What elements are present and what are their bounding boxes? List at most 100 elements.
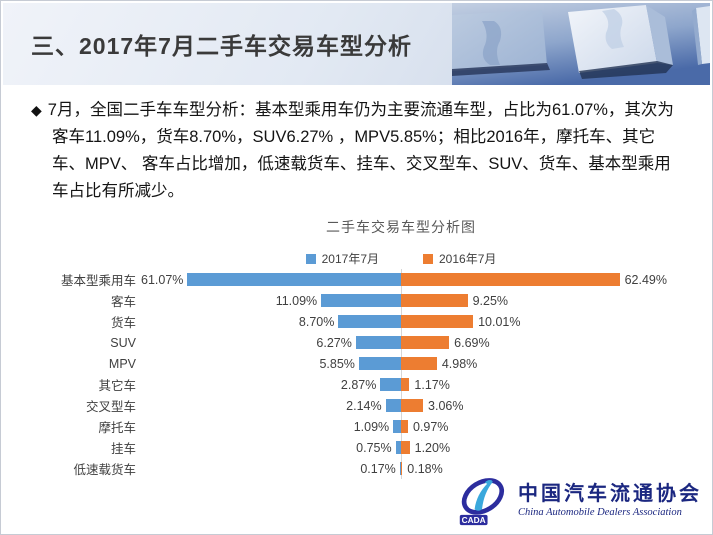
bar-2016 bbox=[401, 399, 424, 412]
bar-2016 bbox=[401, 294, 468, 307]
value-label-2017: 2.87% bbox=[340, 377, 377, 392]
category-label: 摩托车 bbox=[98, 421, 136, 435]
category-label: 挂车 bbox=[110, 442, 136, 456]
chart-row: 客车 11.09% 9.25% bbox=[31, 290, 701, 311]
chart-legend: 2017年7月 2016年7月 bbox=[101, 250, 701, 267]
bar-2017 bbox=[395, 441, 401, 454]
value-label-2017: 0.75% bbox=[356, 440, 392, 455]
diamond-bullet-icon: ◆ bbox=[31, 102, 42, 118]
legend-swatch-2016 bbox=[423, 253, 433, 264]
bar-2016 bbox=[401, 315, 474, 328]
value-label-2016: 1.20% bbox=[414, 440, 451, 455]
slide-header: 三、2017年7月二手车交易车型分析 bbox=[3, 3, 710, 85]
bar-zone-2016: 0.18% bbox=[401, 462, 667, 476]
chart-row: 低速载货车 0.17% 0.18% bbox=[31, 458, 701, 479]
bar-zone-2016: 3.06% bbox=[401, 399, 667, 413]
bar-zone-2017: 8.70% bbox=[141, 315, 401, 329]
chart-row: 摩托车 1.09% 0.97% bbox=[31, 416, 701, 437]
value-label-2016: 6.69% bbox=[454, 335, 490, 350]
value-label-2016: 4.98% bbox=[441, 356, 478, 371]
intro-text: 7月，全国二手车车型分析：基本型乘用车仍为主要流通车型，占比为61.07%，其次… bbox=[47, 101, 674, 200]
bar-2017 bbox=[355, 336, 401, 349]
value-label-2016: 9.25% bbox=[472, 293, 509, 308]
bar-2017 bbox=[358, 357, 401, 370]
value-label-2017: 1.09% bbox=[353, 419, 390, 434]
bar-2016 bbox=[401, 420, 408, 433]
bar-2016 bbox=[401, 378, 410, 391]
legend-label-2016: 2016年7月 bbox=[439, 252, 497, 266]
cubes-graphic bbox=[452, 3, 710, 85]
category-label: 基本型乘用车 bbox=[60, 274, 136, 288]
bar-zone-2017: 2.14% bbox=[141, 399, 401, 413]
bar-zone-2016: 10.01% bbox=[401, 315, 667, 329]
page-title: 三、2017年7月二手车交易车型分析 bbox=[31, 33, 412, 59]
legend-item-2016: 2016年7月 bbox=[423, 250, 496, 267]
category-label: 客车 bbox=[110, 295, 136, 309]
category-label: SUV bbox=[110, 335, 136, 350]
bar-zone-2016: 1.20% bbox=[401, 441, 667, 455]
bar-zone-2017: 2.87% bbox=[141, 378, 401, 392]
bar-2016 bbox=[401, 441, 410, 454]
value-label-2016: 0.18% bbox=[407, 461, 443, 476]
footer-logo: CADA 中国汽车流通协会 China Automobile Dealers A… bbox=[454, 476, 702, 526]
bar-zone-2017: 11.09% bbox=[141, 294, 401, 308]
chart-row: 基本型乘用车 61.07% 62.49% bbox=[31, 269, 701, 290]
bar-2017 bbox=[321, 294, 401, 307]
legend-label-2017: 2017年7月 bbox=[321, 252, 379, 266]
chart-row: 其它车 2.87% 1.17% bbox=[31, 374, 701, 395]
bar-2016 bbox=[401, 462, 403, 475]
bar-zone-2017: 6.27% bbox=[141, 336, 401, 350]
category-label: MPV bbox=[108, 356, 136, 371]
value-label-2017: 5.85% bbox=[319, 356, 355, 371]
bar-2017 bbox=[187, 273, 401, 286]
bar-2017 bbox=[399, 462, 401, 475]
value-label-2016: 1.17% bbox=[414, 377, 450, 392]
value-label-2016: 3.06% bbox=[428, 398, 464, 413]
chart-row: SUV 6.27% 6.69% bbox=[31, 332, 701, 353]
org-names: 中国汽车流通协会 China Automobile Dealers Associ… bbox=[518, 483, 702, 519]
category-label: 交叉型车 bbox=[85, 400, 136, 414]
bar-2016 bbox=[401, 357, 437, 370]
chart-title: 二手车交易车型分析图 bbox=[326, 219, 476, 235]
value-label-2016: 62.49% bbox=[624, 272, 667, 287]
chart-row: 交叉型车 2.14% 3.06% bbox=[31, 395, 701, 416]
chart-center-axis bbox=[401, 269, 402, 479]
value-label-2017: 6.27% bbox=[316, 335, 352, 350]
value-label-2016: 0.97% bbox=[412, 419, 449, 434]
bar-2017 bbox=[380, 378, 401, 391]
bar-zone-2016: 4.98% bbox=[401, 357, 667, 371]
bar-zone-2016: 6.69% bbox=[401, 336, 667, 350]
bar-zone-2016: 62.49% bbox=[401, 273, 667, 287]
legend-item-2017: 2017年7月 bbox=[305, 250, 379, 267]
value-label-2016: 10.01% bbox=[478, 314, 521, 329]
legend-swatch-2017 bbox=[305, 253, 316, 264]
cada-acronym: CADA bbox=[462, 515, 486, 525]
bar-2017 bbox=[338, 315, 401, 328]
category-label: 货车 bbox=[110, 316, 136, 330]
org-name-zh: 中国汽车流通协会 bbox=[518, 483, 702, 506]
chart-row: 货车 8.70% 10.01% bbox=[31, 311, 701, 332]
value-label-2017: 61.07% bbox=[141, 272, 184, 287]
bar-2017 bbox=[393, 420, 401, 433]
chart-row: 挂车 0.75% 1.20% bbox=[31, 437, 701, 458]
cada-logo-icon: CADA bbox=[459, 478, 505, 525]
value-label-2017: 0.17% bbox=[360, 461, 396, 476]
org-name-en: China Automobile Dealers Association bbox=[518, 507, 682, 519]
chart-rows: 基本型乘用车 61.07% 62.49% 客车 11.09% 9.25% 货车 8.70% 10… bbox=[31, 269, 701, 479]
value-label-2017: 11.09% bbox=[275, 293, 318, 308]
value-label-2017: 8.70% bbox=[298, 314, 335, 329]
bar-2017 bbox=[385, 399, 401, 412]
bar-zone-2017: 0.75% bbox=[141, 441, 401, 455]
category-label: 低速载货车 bbox=[73, 463, 136, 477]
bar-zone-2016: 0.97% bbox=[401, 420, 667, 434]
category-label: 其它车 bbox=[98, 379, 136, 393]
bar-zone-2017: 0.17% bbox=[141, 462, 401, 476]
intro-paragraph: ◆ 7月，全国二手车车型分析：基本型乘用车仍为主要流通车型，占比为61.07%，其… bbox=[31, 97, 687, 205]
bar-zone-2016: 9.25% bbox=[401, 294, 667, 308]
value-label-2017: 2.14% bbox=[346, 398, 382, 413]
bar-zone-2017: 61.07% bbox=[141, 273, 401, 287]
bar-zone-2017: 1.09% bbox=[141, 420, 401, 434]
bar-zone-2016: 1.17% bbox=[401, 378, 667, 392]
bar-2016 bbox=[401, 273, 620, 286]
